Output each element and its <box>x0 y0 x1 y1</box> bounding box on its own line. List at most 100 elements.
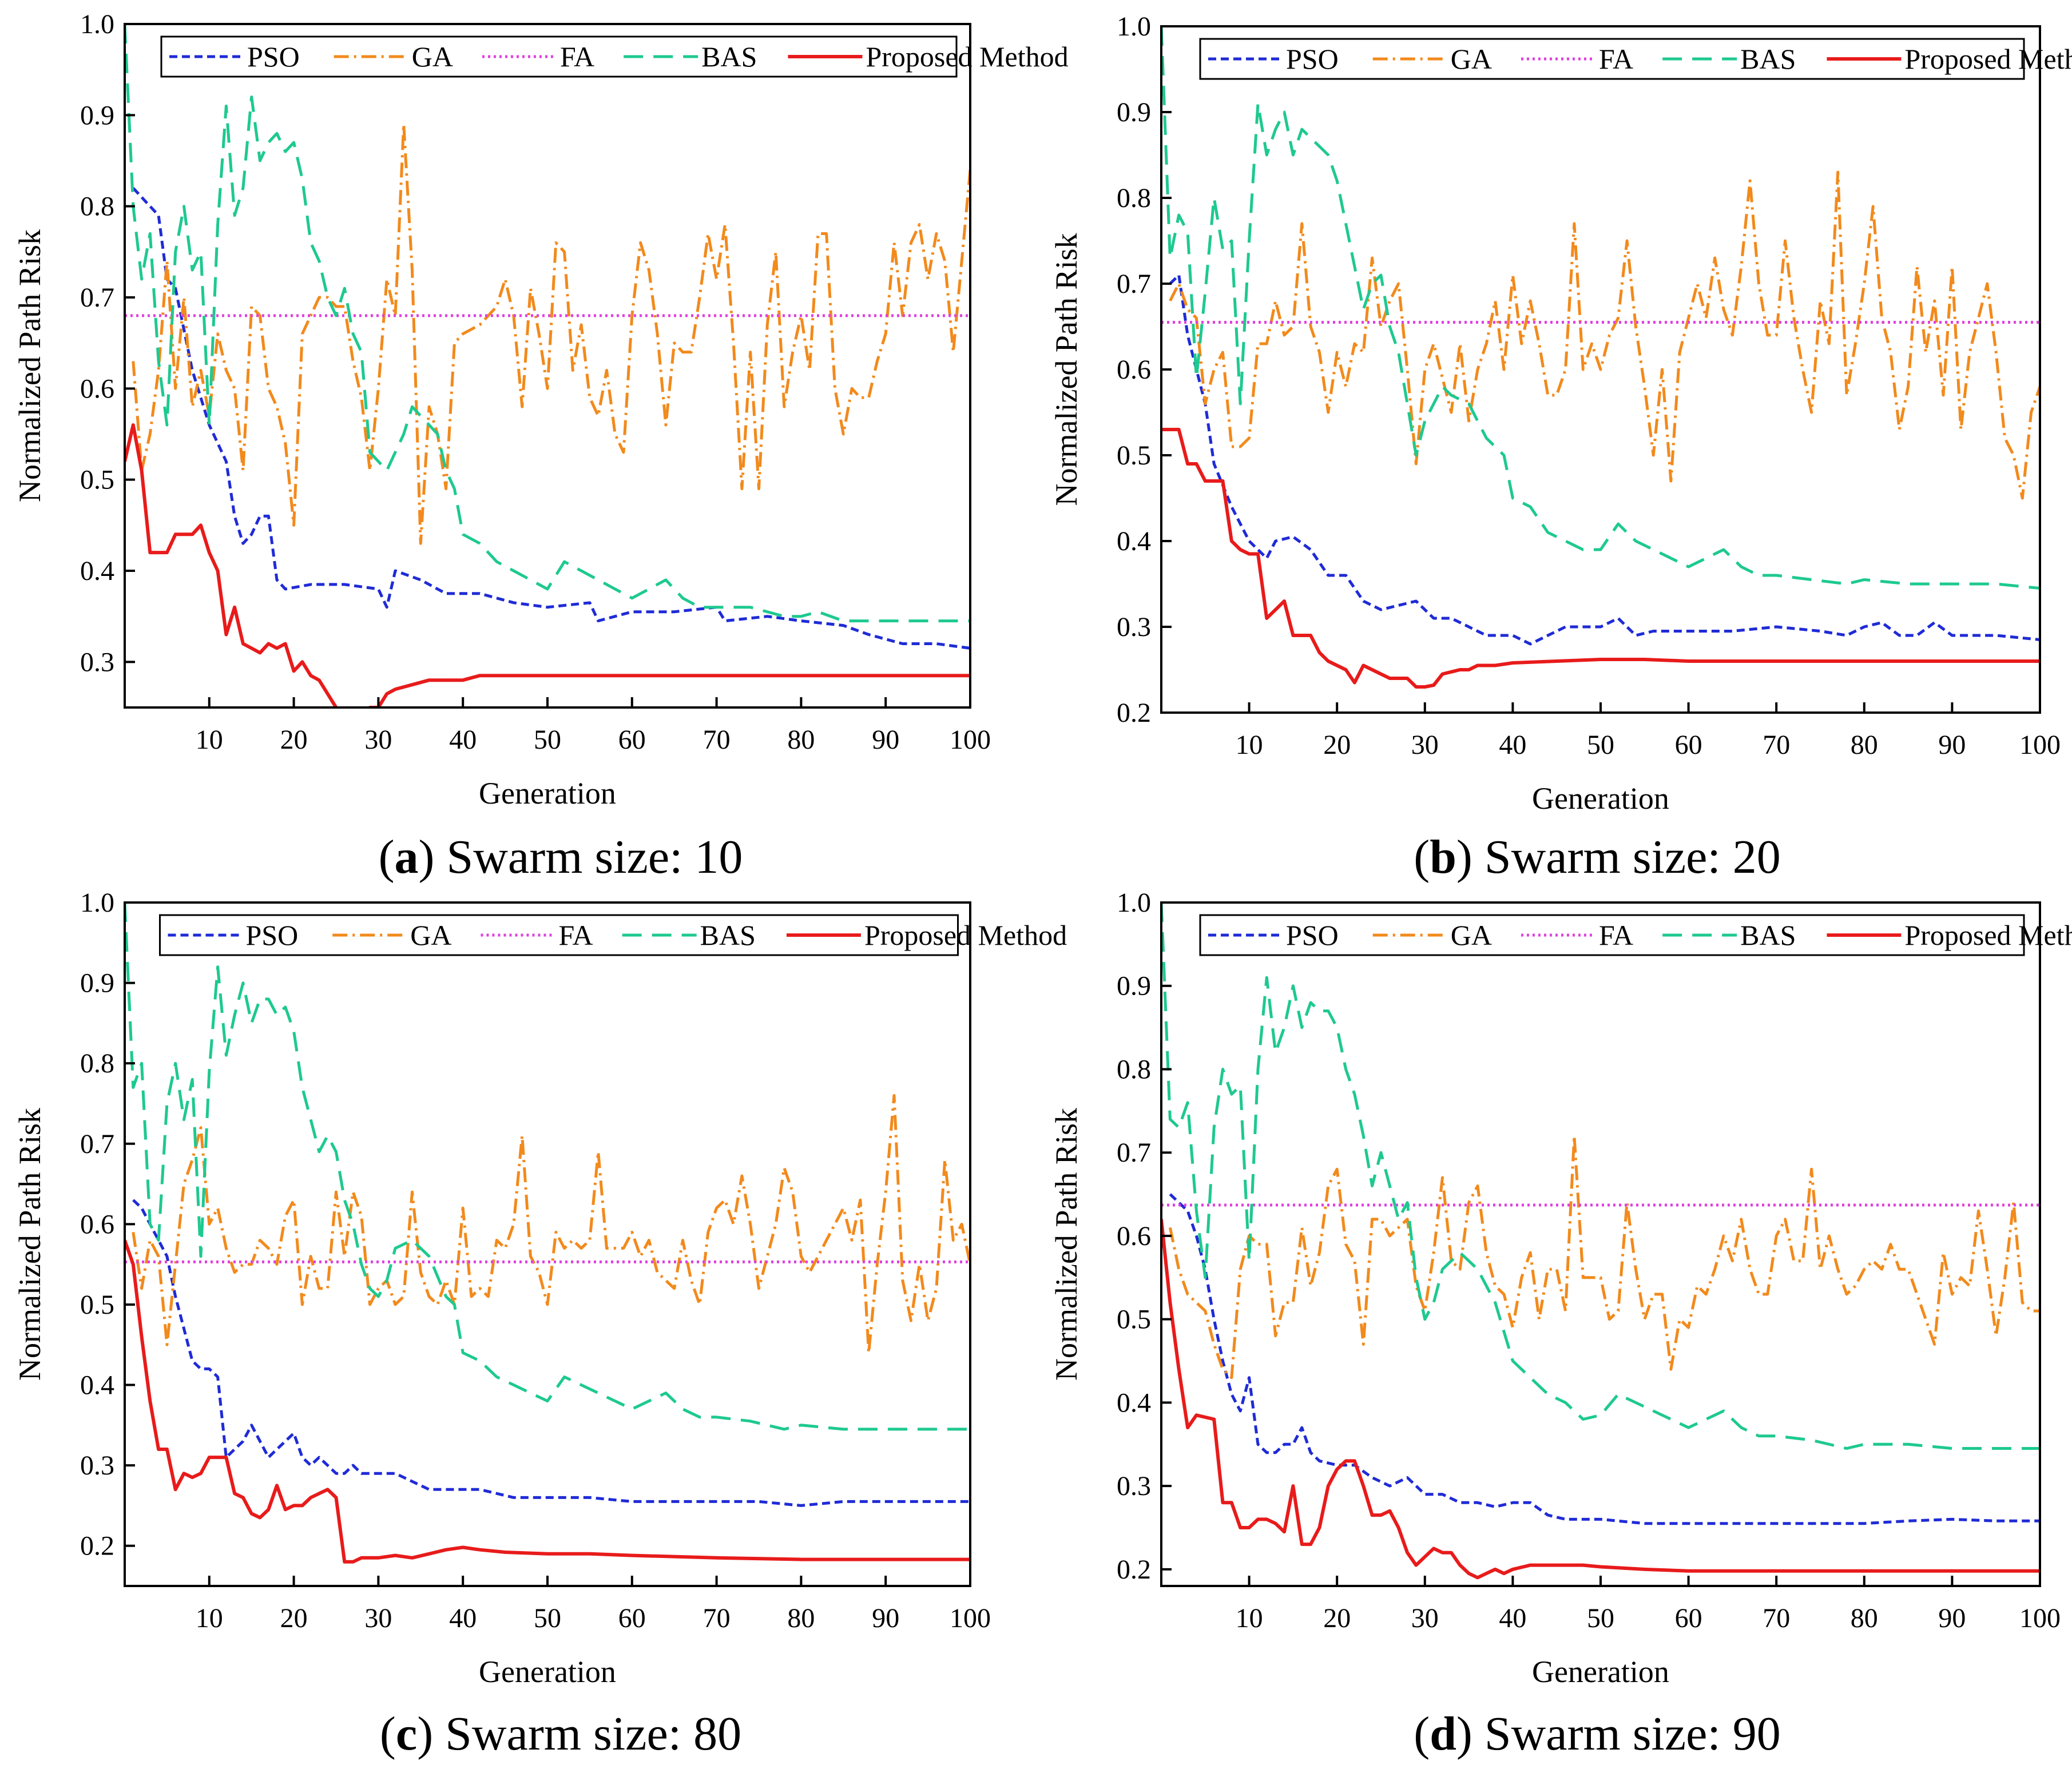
y-tick-label: 1.0 <box>80 888 114 918</box>
y-tick-label: 0.3 <box>80 647 114 677</box>
y-tick-label: 0.3 <box>80 1450 114 1481</box>
legend-label-fa: FA <box>1599 43 1633 75</box>
legend-label-pso: PSO <box>247 41 300 73</box>
legend-label-pso: PSO <box>1286 43 1339 75</box>
y-tick-label: 0.8 <box>80 192 114 222</box>
series-line-ga <box>132 1094 970 1354</box>
x-tick-label: 60 <box>618 725 646 755</box>
legend-label-bas: BAS <box>1740 43 1796 75</box>
legend-label-pso: PSO <box>1286 919 1339 951</box>
x-tick-label: 90 <box>872 725 899 755</box>
y-tick-label: 0.7 <box>80 283 114 313</box>
x-tick-label: 30 <box>1411 730 1439 760</box>
x-tick-label: 100 <box>950 725 991 755</box>
y-axis-label: Normalized Path Risk <box>1049 233 1083 506</box>
y-tick-label: 0.5 <box>1117 1305 1151 1335</box>
panel-d: 10 20 30 40 50 60 70 80 90 100 0.2 0.3 0.4 0.5 0.6 0.7 0… <box>1049 888 2072 1689</box>
y-tick-label: 0.8 <box>1117 183 1151 213</box>
caption-d-title: Swarm size: 90 <box>1484 1707 1781 1760</box>
x-tick-label: 60 <box>1675 730 1702 760</box>
x-tick-label: 40 <box>1499 730 1526 760</box>
y-tick-label: 0.6 <box>80 373 114 404</box>
x-tick-label: 70 <box>1763 730 1790 760</box>
x-tick-label: 40 <box>449 1603 477 1633</box>
series-line-proposed-method <box>125 1239 970 1564</box>
x-axis-label: Generation <box>479 776 616 810</box>
y-tick-label: 0.7 <box>1117 269 1151 299</box>
y-tick-label: 0.5 <box>1117 440 1151 471</box>
y-axis-label: Normalized Path Risk <box>1049 1108 1083 1381</box>
y-tick-label: 0.4 <box>1117 526 1151 556</box>
caption-a: (a) Swarm size: 10 <box>378 830 743 884</box>
legend: PSO GA FA BAS Proposed Method <box>159 914 1067 956</box>
legend-label-pso: PSO <box>246 919 299 951</box>
y-tick-label: 0.7 <box>80 1129 114 1159</box>
series-line-bas <box>125 903 970 1431</box>
plot-frame <box>124 901 971 1587</box>
x-tick-label: 10 <box>1236 730 1263 760</box>
x-tick-label: 10 <box>196 1603 223 1633</box>
series-line-bas <box>1161 26 2040 590</box>
y-tick-label: 1.0 <box>1117 11 1151 42</box>
panel-c: 10 20 30 40 50 60 70 80 90 100 0.2 0.3 0.4 0.5 0.6 0.7 0… <box>13 888 1067 1689</box>
legend-label-bas: BAS <box>1740 919 1796 951</box>
panel-a: 10 20 30 40 50 60 70 80 90 100 0.3 0.4 0.5 0.6 0.7 0.8 0… <box>13 9 1069 810</box>
y-tick-label: 1.0 <box>1117 888 1151 918</box>
series-group <box>125 903 970 1564</box>
series-group <box>1161 903 2040 1580</box>
x-tick-label: 30 <box>364 1603 392 1633</box>
x-tick-label: 20 <box>1323 730 1351 760</box>
y-tick-label: 0.8 <box>80 1048 114 1079</box>
caption-d-label: d <box>1430 1707 1456 1760</box>
x-tick-label: 30 <box>1411 1603 1439 1633</box>
legend: PSO GA FA BAS Proposed Method <box>1199 38 2072 80</box>
y-tick-label: 0.9 <box>80 100 114 130</box>
y-tick-label: 0.5 <box>80 1290 114 1320</box>
x-tick-label: 90 <box>872 1603 899 1633</box>
y-tick-label: 0.3 <box>1117 612 1151 642</box>
series-line-proposed-method <box>1161 1219 2040 1580</box>
x-tick-label: 40 <box>1499 1603 1526 1633</box>
series-line-proposed-method <box>1161 428 2040 689</box>
y-tick-label: 0.6 <box>80 1209 114 1239</box>
series-group <box>1161 26 2040 689</box>
x-tick-label: 70 <box>703 1603 731 1633</box>
x-tick-label: 60 <box>618 1603 646 1633</box>
x-axis-label: Generation <box>1532 781 1669 816</box>
y-tick-label: 0.4 <box>1117 1388 1151 1418</box>
legend-label-ga: GA <box>1451 919 1492 951</box>
legend-label-fa: FA <box>560 41 594 73</box>
series-line-pso <box>132 1199 970 1507</box>
x-tick-label: 70 <box>1763 1603 1790 1633</box>
caption-d: (d) Swarm size: 90 <box>1414 1707 1781 1760</box>
x-tick-label: 10 <box>1236 1603 1263 1633</box>
legend-label-proposed-method: Proposed Method <box>1904 919 2072 951</box>
panel-b: 10 20 30 40 50 60 70 80 90 100 0.2 0.3 0.4 0.5 0.6 0.7 0… <box>1049 11 2072 816</box>
x-tick-label: 80 <box>787 725 815 755</box>
y-tick-label: 0.2 <box>1117 698 1151 728</box>
x-tick-label: 70 <box>703 725 731 755</box>
y-tick-label: 0.7 <box>1117 1138 1151 1168</box>
x-tick-label: 20 <box>280 1603 308 1633</box>
caption-b-title: Swarm size: 20 <box>1484 830 1781 884</box>
legend-label-ga: GA <box>412 41 453 73</box>
x-tick-label: 20 <box>280 725 308 755</box>
y-tick-label: 0.9 <box>1117 97 1151 128</box>
series-line-bas <box>1161 903 2040 1450</box>
x-tick-label: 30 <box>364 725 392 755</box>
x-tick-label: 50 <box>534 1603 561 1633</box>
x-tick-label: 100 <box>2019 1603 2061 1633</box>
caption-a-label: a <box>394 830 419 884</box>
x-tick-label: 100 <box>950 1603 991 1633</box>
legend-label-bas: BAS <box>701 41 757 73</box>
legend-label-proposed-method: Proposed Method <box>1904 43 2072 75</box>
plot-frame <box>1160 901 2041 1587</box>
legend-label-fa: FA <box>558 919 593 951</box>
legend-label-proposed-method: Proposed Method <box>864 919 1067 951</box>
legend: PSO GA FA BAS Proposed Method <box>1199 914 2072 956</box>
y-tick-label: 0.6 <box>1117 355 1151 385</box>
x-tick-label: 50 <box>534 725 561 755</box>
y-tick-label: 0.5 <box>80 465 114 495</box>
y-tick-label: 0.9 <box>80 968 114 999</box>
